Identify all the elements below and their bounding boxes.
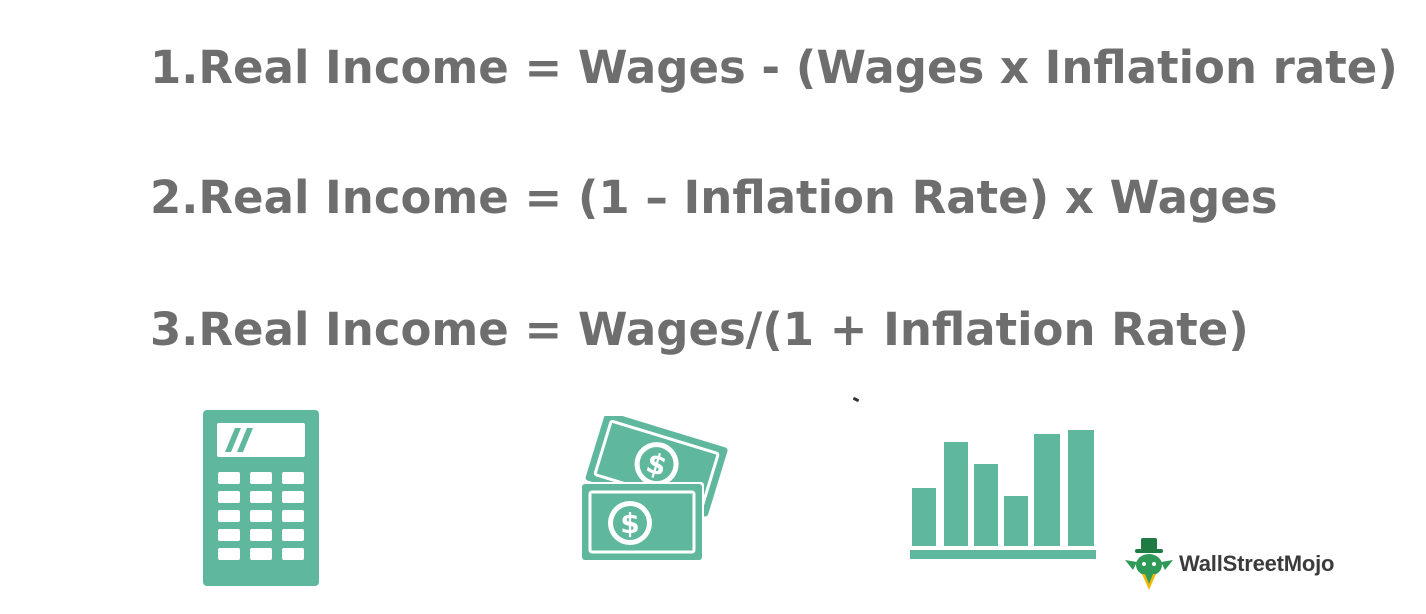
mojo-mascot-icon [1125,538,1173,590]
calculator-icon [203,410,319,586]
formula-1: 1.Real Income = Wages - (Wages x Inflati… [150,41,1398,94]
stray-mark [852,396,860,403]
formula-3: 3.Real Income = Wages/(1 + Inflation Rat… [150,303,1249,356]
brand-name: WallStreetMojo [1179,551,1335,576]
svg-text:$: $ [620,507,639,540]
wallstreetmojo-logo: WallStreetMojo [1125,538,1334,590]
formula-2: 2.Real Income = (1 – Inflation Rate) x W… [150,171,1278,224]
bar-chart-icon [910,430,1096,559]
money-bills-icon: $ $ [580,416,728,562]
